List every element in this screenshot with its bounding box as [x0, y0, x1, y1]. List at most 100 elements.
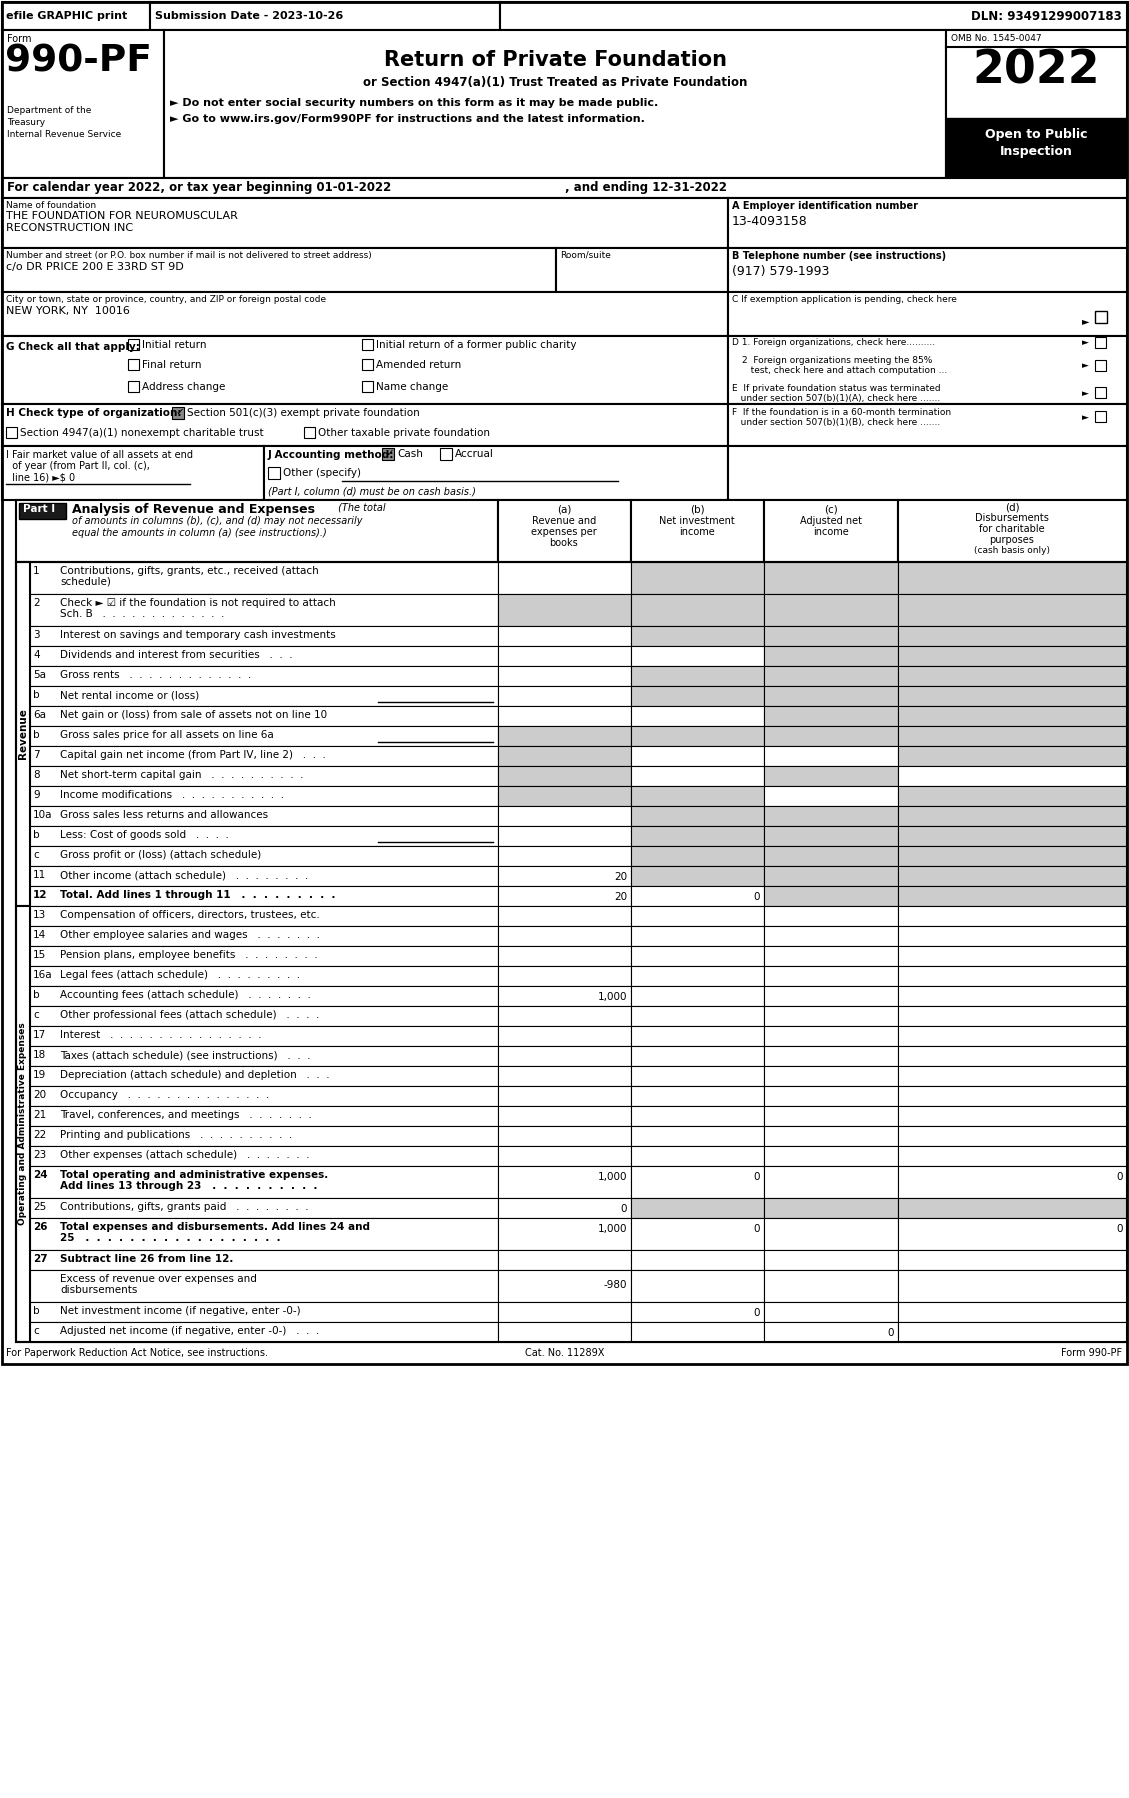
Bar — [16, 563, 1127, 1341]
Bar — [898, 1027, 1127, 1046]
Text: Taxes (attach schedule) (see instructions)   .  .  .: Taxes (attach schedule) (see instruction… — [60, 1050, 310, 1061]
Bar — [898, 1322, 1127, 1341]
Bar — [498, 786, 631, 806]
Bar — [30, 1086, 498, 1106]
Text: Net gain or (loss) from sale of assets not on line 10: Net gain or (loss) from sale of assets n… — [60, 710, 327, 719]
Text: Other employee salaries and wages   .  .  .  .  .  .  .: Other employee salaries and wages . . . … — [60, 930, 320, 940]
Bar — [764, 786, 898, 806]
Bar — [764, 1217, 898, 1250]
Bar — [728, 291, 1127, 336]
Text: ✓: ✓ — [175, 406, 184, 417]
Bar — [30, 1250, 498, 1269]
Bar — [631, 847, 764, 867]
Text: Other expenses (attach schedule)   .  .  .  .  .  .  .: Other expenses (attach schedule) . . . .… — [60, 1151, 309, 1160]
Bar — [631, 1046, 764, 1066]
Text: Final return: Final return — [142, 360, 201, 370]
Bar — [2, 178, 1127, 198]
Bar — [898, 806, 1127, 825]
Text: (a): (a) — [557, 503, 571, 514]
Text: For Paperwork Reduction Act Notice, see instructions.: For Paperwork Reduction Act Notice, see … — [6, 1348, 268, 1357]
Text: 0: 0 — [1117, 1172, 1123, 1181]
Text: of amounts in columns (b), (c), and (d) may not necessarily: of amounts in columns (b), (c), and (d) … — [72, 516, 362, 527]
Text: under section 507(b)(1)(A), check here .......: under section 507(b)(1)(A), check here .… — [732, 394, 940, 403]
Text: 25: 25 — [33, 1203, 46, 1212]
Bar — [498, 886, 631, 906]
Text: under section 507(b)(1)(B), check here .......: under section 507(b)(1)(B), check here .… — [732, 417, 940, 426]
Bar — [764, 500, 898, 563]
Bar — [2, 405, 728, 446]
Text: Gross rents   .  .  .  .  .  .  .  .  .  .  .  .  .: Gross rents . . . . . . . . . . . . . — [60, 671, 252, 680]
Bar — [728, 446, 1127, 500]
Text: Contributions, gifts, grants paid   .  .  .  .  .  .  .  .: Contributions, gifts, grants paid . . . … — [60, 1203, 308, 1212]
Bar — [30, 1007, 498, 1027]
Bar — [631, 1145, 764, 1165]
Bar — [631, 966, 764, 985]
Text: Other professional fees (attach schedule)   .  .  .  .: Other professional fees (attach schedule… — [60, 1010, 320, 1019]
Bar — [30, 626, 498, 645]
Text: 0: 0 — [1117, 1224, 1123, 1233]
Text: line 16) ►$ 0: line 16) ►$ 0 — [6, 473, 76, 482]
Bar — [631, 665, 764, 687]
Bar — [898, 500, 1127, 563]
Bar — [498, 946, 631, 966]
Bar — [440, 448, 452, 460]
Text: G Check all that apply:: G Check all that apply: — [6, 342, 140, 352]
Bar — [30, 867, 498, 886]
Bar — [498, 687, 631, 707]
Bar — [898, 746, 1127, 766]
Text: 8: 8 — [33, 770, 40, 780]
Bar — [304, 426, 315, 439]
Text: H Check type of organization:: H Check type of organization: — [6, 408, 182, 417]
Bar — [498, 1269, 631, 1302]
Bar — [764, 1046, 898, 1066]
Text: Interest   .  .  .  .  .  .  .  .  .  .  .  .  .  .  .  .: Interest . . . . . . . . . . . . . . . . — [60, 1030, 262, 1039]
Text: 12: 12 — [33, 890, 47, 901]
Bar — [898, 766, 1127, 786]
Text: 18: 18 — [33, 1050, 46, 1061]
Bar — [19, 503, 65, 520]
Text: schedule): schedule) — [60, 577, 111, 586]
Text: expenses per: expenses per — [531, 527, 597, 538]
Bar — [898, 786, 1127, 806]
Bar — [764, 1322, 898, 1341]
Bar — [764, 867, 898, 886]
Bar — [128, 340, 139, 351]
Bar — [764, 563, 898, 593]
Text: Internal Revenue Service: Internal Revenue Service — [7, 129, 121, 138]
Bar — [631, 1269, 764, 1302]
Bar — [631, 500, 764, 563]
Text: Cat. No. 11289X: Cat. No. 11289X — [525, 1348, 605, 1357]
Bar — [728, 198, 1127, 248]
Text: Section 501(c)(3) exempt private foundation: Section 501(c)(3) exempt private foundat… — [187, 408, 420, 417]
Text: 17: 17 — [33, 1030, 46, 1039]
Bar — [30, 1217, 498, 1250]
Text: Revenue and: Revenue and — [532, 516, 596, 527]
Text: Other (specify): Other (specify) — [283, 467, 361, 478]
Bar — [764, 1269, 898, 1302]
Text: Travel, conferences, and meetings   .  .  .  .  .  .  .: Travel, conferences, and meetings . . . … — [60, 1109, 312, 1120]
Text: income: income — [813, 527, 849, 538]
Text: Adjusted net income (if negative, enter -0-)   .  .  .: Adjusted net income (if negative, enter … — [60, 1325, 320, 1336]
Bar — [631, 946, 764, 966]
Text: for charitable: for charitable — [979, 523, 1044, 534]
Bar — [498, 626, 631, 645]
Text: 16a: 16a — [33, 969, 53, 980]
Bar — [631, 867, 764, 886]
Text: Part I: Part I — [23, 503, 55, 514]
Text: Total expenses and disbursements. Add lines 24 and: Total expenses and disbursements. Add li… — [60, 1223, 370, 1232]
Text: Treasury: Treasury — [7, 119, 45, 128]
Text: 1,000: 1,000 — [597, 1172, 627, 1181]
Bar — [30, 1066, 498, 1086]
Text: 25   .  .  .  .  .  .  .  .  .  .  .  .  .  .  .  .  .  .: 25 . . . . . . . . . . . . . . . . . . — [60, 1233, 281, 1242]
Text: Operating and Administrative Expenses: Operating and Administrative Expenses — [18, 1023, 27, 1226]
Text: 4: 4 — [33, 651, 40, 660]
Text: I Fair market value of all assets at end: I Fair market value of all assets at end — [6, 450, 193, 460]
Text: 990-PF: 990-PF — [5, 43, 152, 79]
Bar — [1095, 360, 1106, 370]
Bar — [30, 847, 498, 867]
Text: Disbursements: Disbursements — [975, 512, 1049, 523]
Text: test, check here and attach computation ...: test, check here and attach computation … — [742, 367, 947, 376]
Bar — [631, 1027, 764, 1046]
Bar — [30, 985, 498, 1007]
Bar — [16, 906, 30, 1341]
